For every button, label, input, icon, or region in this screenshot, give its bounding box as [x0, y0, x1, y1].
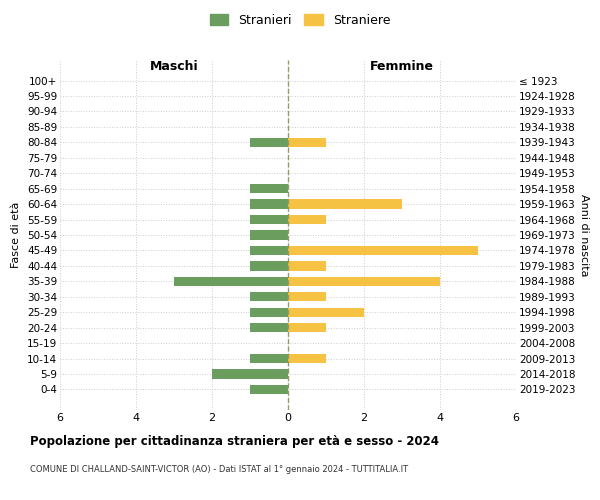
- Text: Maschi: Maschi: [149, 60, 199, 73]
- Bar: [288, 200, 402, 208]
- Text: COMUNE DI CHALLAND-SAINT-VICTOR (AO) - Dati ISTAT al 1° gennaio 2024 - TUTTITALI: COMUNE DI CHALLAND-SAINT-VICTOR (AO) - D…: [30, 465, 408, 474]
- Bar: [250, 323, 288, 332]
- Bar: [288, 308, 364, 317]
- Bar: [212, 370, 288, 378]
- Bar: [250, 230, 288, 239]
- Bar: [250, 200, 288, 208]
- Text: Femmine: Femmine: [370, 60, 434, 73]
- Bar: [288, 323, 326, 332]
- Bar: [250, 246, 288, 255]
- Bar: [250, 354, 288, 363]
- Bar: [250, 292, 288, 302]
- Bar: [174, 276, 288, 286]
- Bar: [288, 276, 440, 286]
- Y-axis label: Fasce di età: Fasce di età: [11, 202, 22, 268]
- Bar: [288, 262, 326, 270]
- Bar: [250, 138, 288, 147]
- Bar: [250, 215, 288, 224]
- Y-axis label: Anni di nascita: Anni di nascita: [580, 194, 589, 276]
- Bar: [250, 262, 288, 270]
- Bar: [288, 292, 326, 302]
- Bar: [288, 354, 326, 363]
- Bar: [250, 385, 288, 394]
- Bar: [250, 308, 288, 317]
- Bar: [288, 138, 326, 147]
- Legend: Stranieri, Straniere: Stranieri, Straniere: [205, 8, 395, 32]
- Text: Popolazione per cittadinanza straniera per età e sesso - 2024: Popolazione per cittadinanza straniera p…: [30, 435, 439, 448]
- Bar: [250, 184, 288, 194]
- Bar: [288, 246, 478, 255]
- Bar: [288, 215, 326, 224]
